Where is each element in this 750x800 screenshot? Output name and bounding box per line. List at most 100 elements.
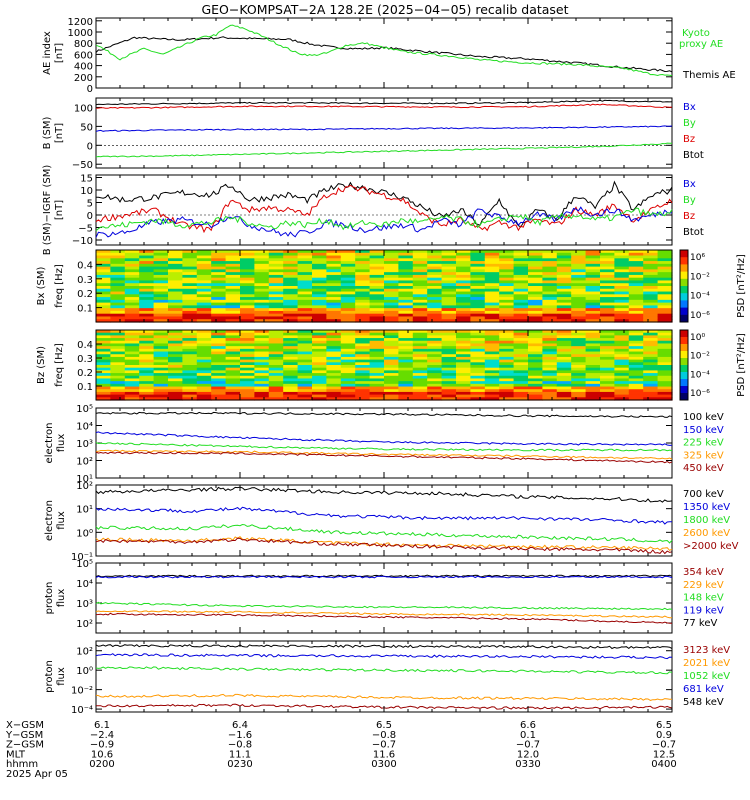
psd-cell (456, 252, 471, 257)
psd-cell (585, 348, 601, 353)
psd-cell (355, 373, 371, 377)
psd-cell (124, 354, 140, 358)
psd-cell (456, 343, 471, 347)
psd-cell (484, 383, 500, 388)
psd-cell (571, 359, 587, 363)
psd-cell (211, 286, 227, 290)
psd-cell (585, 269, 601, 273)
psd-cell (225, 252, 241, 257)
psd-cell (412, 356, 428, 361)
psd-cell (398, 383, 414, 388)
psd-cell (513, 252, 529, 257)
psd-cell (484, 299, 500, 304)
colorbar-band (680, 314, 688, 323)
psd-cell (96, 346, 111, 350)
psd-cell (139, 332, 155, 336)
y-tick-label: 0.2 (77, 289, 93, 300)
psd-cell (124, 338, 140, 342)
psd-cell (254, 319, 270, 323)
ephemeris-value: 0400 (651, 759, 676, 770)
psd-cell (283, 286, 299, 290)
psd-cell (484, 330, 500, 334)
psd-cell (556, 261, 572, 265)
psd-cell (369, 362, 385, 366)
psd-cell (312, 356, 327, 361)
series-700-kev (95, 486, 673, 503)
psd-cell (211, 335, 227, 339)
psd-cell (441, 340, 457, 345)
psd-cell (484, 351, 500, 355)
psd-cell (643, 370, 659, 374)
psd-cell (412, 288, 428, 293)
psd-cell (268, 286, 284, 290)
legend-label: 354 keV (683, 567, 724, 578)
psd-cell (643, 391, 659, 396)
psd-cell (513, 308, 529, 312)
psd-cell (571, 362, 587, 366)
psd-cell (312, 391, 327, 396)
psd-cell (441, 370, 457, 374)
psd-cell (470, 397, 486, 401)
psd-cell (182, 351, 198, 355)
psd-cell (441, 351, 457, 355)
psd-cell (484, 261, 500, 265)
psd-cell (211, 338, 227, 342)
psd-cell (211, 291, 227, 295)
psd-cell (528, 381, 543, 385)
psd-cell (384, 319, 399, 323)
psd-cell (225, 348, 241, 353)
psd-cell (182, 255, 198, 259)
psd-cell (542, 310, 558, 315)
psd-cell (312, 297, 327, 301)
psd-cell (110, 375, 126, 380)
psd-cell (139, 255, 155, 259)
psd-cell (470, 310, 486, 315)
psd-cell (412, 274, 428, 279)
psd-cell (657, 277, 673, 282)
psd-cell (628, 255, 644, 259)
psd-cell (556, 351, 572, 355)
psd-cell (168, 354, 183, 358)
psd-cell (240, 305, 255, 309)
psd-cell (600, 283, 615, 287)
y-tick-label: 0.4 (77, 340, 93, 351)
psd-cell (124, 305, 140, 309)
legend-label: 2600 keV (683, 528, 730, 539)
psd-cell (657, 356, 673, 361)
psd-cell (542, 302, 558, 306)
psd-cell (124, 291, 140, 295)
psd-cell (542, 305, 558, 309)
psd-cell (340, 272, 356, 276)
psd-cell (384, 288, 399, 293)
psd-cell (427, 272, 443, 276)
psd-cell (398, 272, 414, 276)
psd-cell (340, 359, 356, 363)
psd-cell (643, 362, 659, 366)
psd-cell (384, 269, 399, 273)
psd-cell (211, 316, 227, 320)
colorbar-band (680, 337, 688, 345)
psd-cell (528, 383, 543, 388)
psd-cell (340, 302, 356, 306)
colorbar-band (680, 330, 688, 338)
psd-cell (542, 367, 558, 371)
psd-cell (225, 370, 241, 374)
legend-label: 1052 keV (683, 671, 730, 682)
psd-cell (312, 288, 327, 293)
psd-cell (427, 343, 443, 347)
psd-cell (326, 391, 342, 396)
psd-cell (513, 277, 529, 282)
psd-cell (297, 288, 313, 293)
psd-cell (312, 258, 327, 262)
psd-cell (499, 297, 515, 301)
psd-cell (398, 394, 414, 398)
psd-cell (427, 340, 443, 345)
psd-cell (427, 346, 443, 350)
psd-cell (110, 335, 126, 339)
psd-cell (225, 365, 241, 369)
psd-cell (124, 365, 140, 369)
psd-cell (427, 280, 443, 284)
psd-cell (412, 370, 428, 374)
psd-cell (211, 255, 227, 259)
psd-cell (240, 332, 255, 336)
